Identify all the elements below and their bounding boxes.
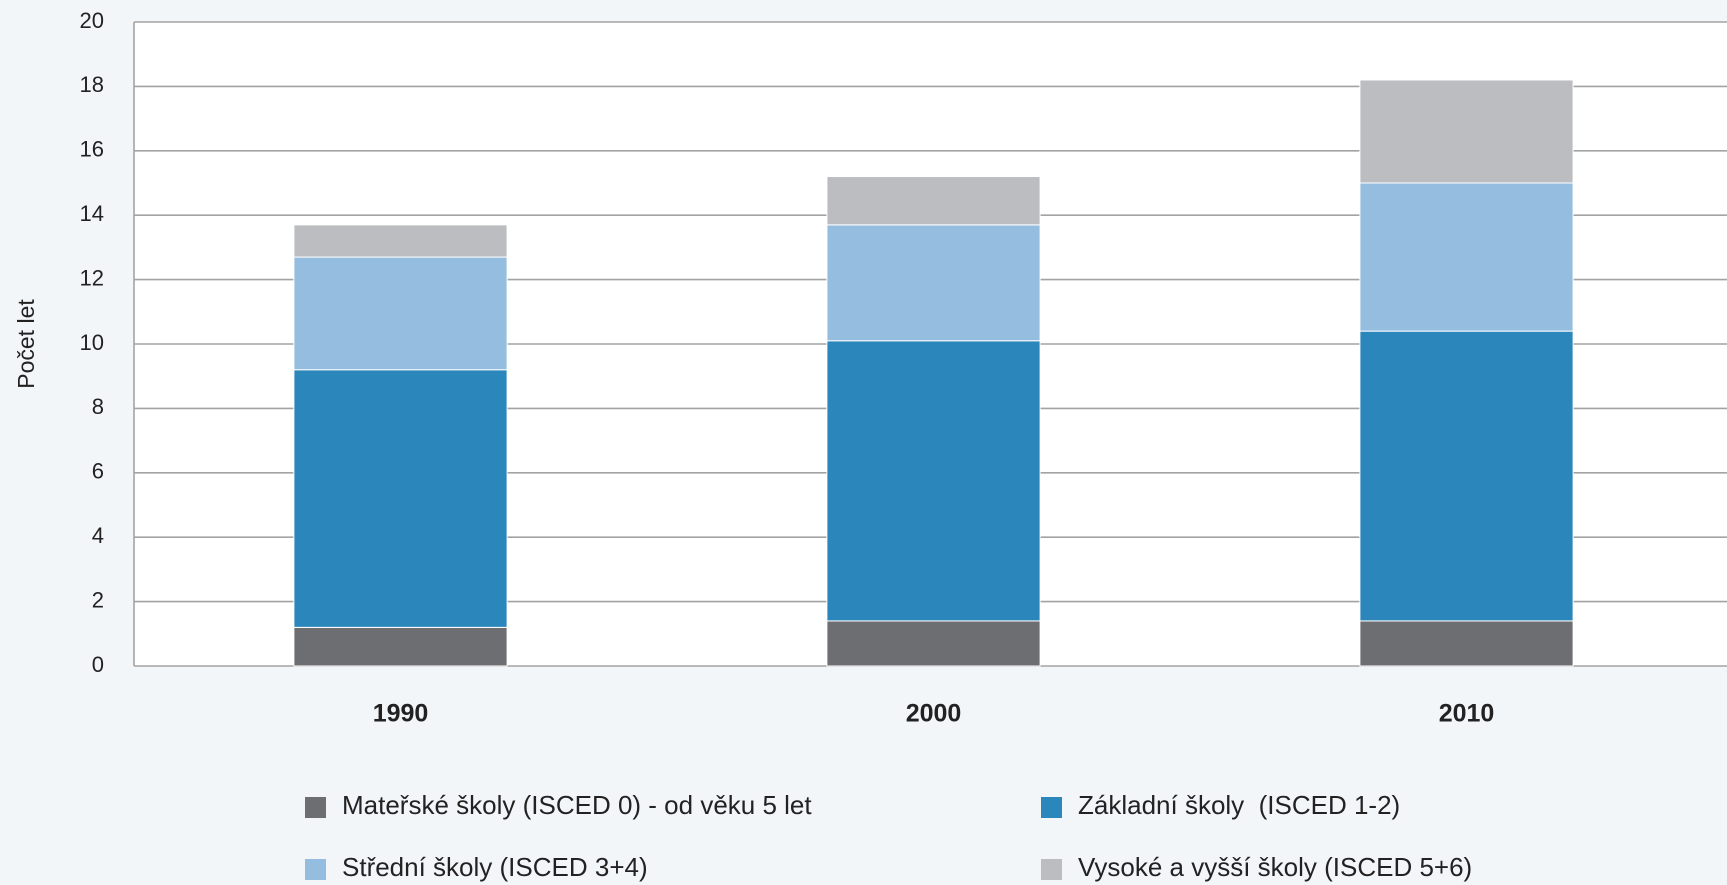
legend-label: Střední školy (ISCED 3+4) xyxy=(342,852,648,882)
legend-label: Vysoké a vyšší školy (ISCED 5+6) xyxy=(1078,852,1472,882)
bar-segment xyxy=(826,620,1041,667)
y-tick-label: 6 xyxy=(92,459,104,484)
x-tick-label: 2010 xyxy=(1439,700,1495,728)
legend-swatch xyxy=(1041,797,1062,818)
bar-segment xyxy=(1359,330,1574,622)
legend-swatch xyxy=(1041,859,1062,880)
bar-segment xyxy=(826,340,1041,622)
bar-segment xyxy=(293,256,508,371)
y-tick-label: 10 xyxy=(80,330,104,355)
legend-swatch xyxy=(305,797,326,818)
legend-swatch xyxy=(305,859,326,880)
x-tick-label: 1990 xyxy=(373,700,429,728)
y-tick-label: 8 xyxy=(92,394,104,419)
bar-segment xyxy=(1359,620,1574,667)
y-tick-label: 16 xyxy=(80,137,104,162)
y-axis-label: Počet let xyxy=(13,299,39,389)
bar-segment xyxy=(1359,79,1574,184)
bar-segment xyxy=(826,176,1041,226)
bar-segment xyxy=(293,224,508,258)
y-tick-label: 20 xyxy=(80,8,104,33)
y-tick-label: 12 xyxy=(80,265,104,290)
y-tick-label: 2 xyxy=(92,587,104,612)
legend-label: Mateřské školy (ISCED 0) - od věku 5 let xyxy=(342,790,812,820)
legend-label: Základní školy (ISCED 1-2) xyxy=(1078,790,1400,820)
bar-segment xyxy=(1359,182,1574,332)
bar-segment xyxy=(826,224,1041,342)
y-tick-label: 0 xyxy=(92,652,104,677)
y-tick-label: 4 xyxy=(92,523,104,548)
x-tick-label: 2000 xyxy=(906,700,962,728)
y-tick-label: 14 xyxy=(80,201,104,226)
bar-segment xyxy=(293,626,508,667)
bar-segment xyxy=(293,369,508,628)
y-tick-label: 18 xyxy=(80,72,104,97)
